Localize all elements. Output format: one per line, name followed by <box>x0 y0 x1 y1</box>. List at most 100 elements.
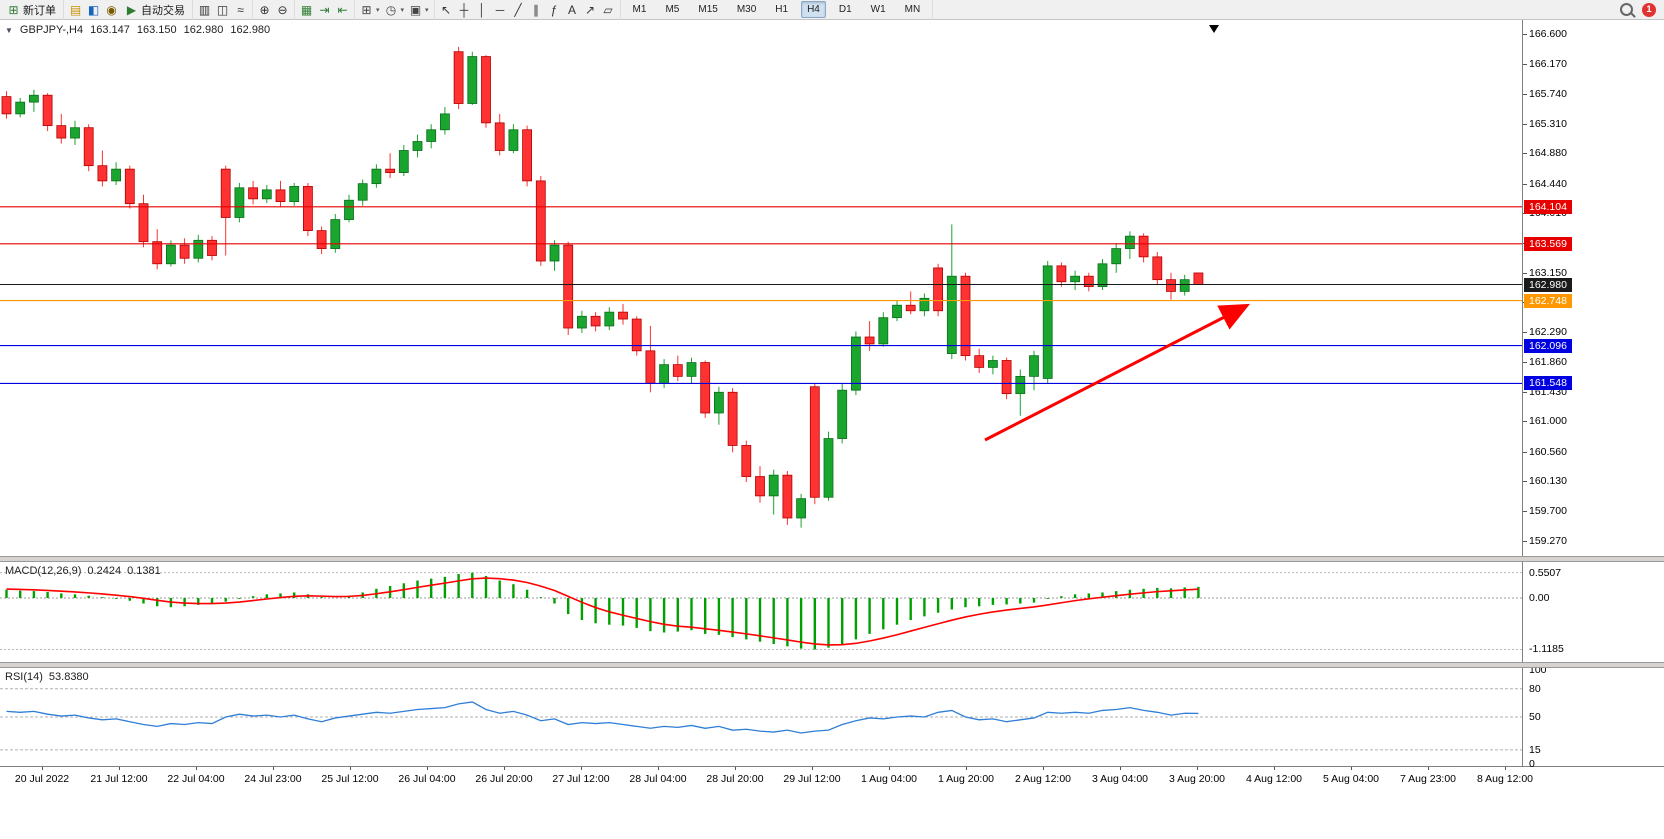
timeframe-button-h1[interactable]: H1 <box>775 4 789 15</box>
trend-arrow[interactable] <box>984 303 1251 442</box>
candle-body <box>933 267 943 312</box>
candle-body <box>193 239 204 259</box>
candle-body <box>700 362 711 414</box>
notification-badge[interactable]: 1 <box>1642 2 1656 17</box>
candles-icon[interactable]: ◫ <box>216 2 229 17</box>
time-tick-mark <box>889 767 890 770</box>
candle-body <box>741 445 752 477</box>
candle-body <box>70 127 80 139</box>
candle-body <box>960 275 971 357</box>
chart-shift-marker-icon[interactable] <box>1209 25 1219 33</box>
shapes-icon[interactable]: ▱ <box>603 2 613 17</box>
candle-body <box>577 315 587 329</box>
text-icon[interactable]: A <box>568 2 577 17</box>
line-chart-icon[interactable]: ≈ <box>237 2 244 17</box>
new-order-icon[interactable]: ⊞ <box>8 2 19 17</box>
candle-body <box>823 438 834 498</box>
arrows-icon[interactable]: ↗ <box>585 2 596 17</box>
candle-body <box>1015 375 1026 395</box>
candle-body <box>590 315 601 327</box>
new-order-button[interactable]: ⊞ 新订单 <box>5 1 58 19</box>
crosshair-icon[interactable]: ┼ <box>459 2 469 17</box>
rsi-name: RSI(14) <box>5 671 43 683</box>
candle-body <box>83 127 94 167</box>
chart-plot-area[interactable] <box>0 20 1522 766</box>
fibonacci-icon[interactable]: ƒ <box>550 2 558 17</box>
time-axis-label: 26 Jul 04:00 <box>398 773 456 785</box>
candle-body <box>946 275 957 354</box>
bars-icon[interactable]: ▥ <box>198 2 211 17</box>
rsi-scale-label: 0 <box>1529 758 1535 770</box>
search-icon[interactable] <box>1620 3 1633 16</box>
new-order-label: 新订单 <box>23 4 56 17</box>
autotrading-button[interactable]: ▶ 自动交易 <box>123 1 187 19</box>
timeframe-button-mn[interactable]: MN <box>904 4 921 15</box>
timeframe-button-m30[interactable]: M30 <box>736 4 757 15</box>
toolbar-group: ⊞ ▾ ◷ ▾ ▣ ▾ <box>355 0 435 20</box>
candle-body <box>563 244 574 329</box>
candle-body <box>330 219 341 249</box>
vertical-line-icon[interactable]: │ <box>478 2 486 17</box>
timeframe-button-w1[interactable]: W1 <box>870 4 886 15</box>
macd-indicator-label: MACD(12,26,9) 0.2424 0.1381 <box>5 565 161 577</box>
periods-icon[interactable]: ◷ <box>385 2 397 17</box>
candle-body <box>508 129 519 151</box>
price-tick-label: 165.740 <box>1523 87 1567 100</box>
price-level-badge: 162.748 <box>1524 293 1572 308</box>
templates-icon[interactable]: ▣ <box>409 2 422 17</box>
price-axis[interactable]: 166.600 166.170 165.740 165.310 164.880 164.4… <box>1522 20 1664 770</box>
chevron-down-icon[interactable]: ▾ <box>425 6 429 14</box>
chevron-down-icon[interactable]: ▾ <box>376 6 380 14</box>
candle-body <box>371 168 382 185</box>
rsi-scale-label: 15 <box>1529 743 1541 756</box>
timeframe-button-m5[interactable]: M5 <box>665 4 680 15</box>
new-chart-icon[interactable]: ⊞ <box>361 2 372 17</box>
trendline-icon[interactable]: ╱ <box>514 2 522 17</box>
candle-body <box>152 241 163 265</box>
market-watch-icon[interactable]: ▤ <box>69 2 82 17</box>
autotrading-label: 自动交易 <box>141 4 185 17</box>
data-window-icon[interactable]: ◧ <box>87 2 100 17</box>
candle-body <box>1152 256 1163 281</box>
timeframe-button-m1[interactable]: M1 <box>632 4 647 15</box>
chevron-down-icon[interactable]: ▾ <box>400 6 405 14</box>
navigator-icon[interactable]: ◉ <box>106 2 117 17</box>
time-tick-mark <box>1351 767 1352 770</box>
candle-body <box>56 125 67 139</box>
zoom-out-icon[interactable]: ⊖ <box>277 2 288 17</box>
candle-body <box>481 56 491 124</box>
time-axis[interactable]: 20 Jul 2022 21 Jul 12:00 22 Jul 04:00 24 Ju… <box>0 766 1664 788</box>
candle-body <box>1029 355 1039 377</box>
channel-icon[interactable]: ∥ <box>533 2 540 17</box>
time-tick-mark <box>1043 767 1044 770</box>
time-axis-label: 7 Aug 23:00 <box>1399 773 1457 785</box>
toolbar-group: ↖ ┼ │ ─ ╱ ∥ ƒ A ↗ ▱ <box>435 0 621 20</box>
macd-value: 0.2424 <box>87 565 122 577</box>
chart-shift-icon[interactable]: ⇤ <box>337 2 348 17</box>
time-axis-label: 29 Jul 12:00 <box>783 773 841 785</box>
candle-body <box>398 150 409 173</box>
price-tick-label: 159.270 <box>1523 534 1567 547</box>
zoom-in-icon[interactable]: ⊕ <box>259 2 270 17</box>
symbol-timeframe-label: GBPJPY-,H4 <box>19 24 84 36</box>
price-level-badge: 162.096 <box>1524 338 1572 353</box>
candle-body <box>714 391 724 414</box>
time-axis-label: 3 Aug 04:00 <box>1091 773 1149 785</box>
timeframe-button-d1[interactable]: D1 <box>838 4 852 15</box>
rsi-value: 53.8380 <box>48 671 89 683</box>
auto-scroll-icon[interactable]: ⇥ <box>319 2 330 17</box>
time-tick-mark <box>1428 767 1429 770</box>
collapse-ohlc-icon[interactable]: ▼ <box>5 25 13 35</box>
panel-divider[interactable] <box>0 662 1664 668</box>
autotrading-icon[interactable]: ▶ <box>126 2 137 17</box>
candle-body <box>28 94 39 103</box>
candle-body <box>165 244 176 265</box>
panel-divider[interactable] <box>0 556 1664 562</box>
cursor-icon[interactable]: ↖ <box>441 2 452 17</box>
horizontal-line-icon[interactable]: ─ <box>495 2 505 17</box>
timeframe-button-h4[interactable]: H4 <box>801 1 826 18</box>
tile-windows-icon[interactable]: ▦ <box>300 2 313 17</box>
timeframe-button-m15[interactable]: M15 <box>698 4 718 15</box>
chart-header: ▼ GBPJPY-,H4 163.147 163.150 162.980 162… <box>5 24 270 36</box>
time-axis-label: 25 Jul 12:00 <box>321 773 379 785</box>
